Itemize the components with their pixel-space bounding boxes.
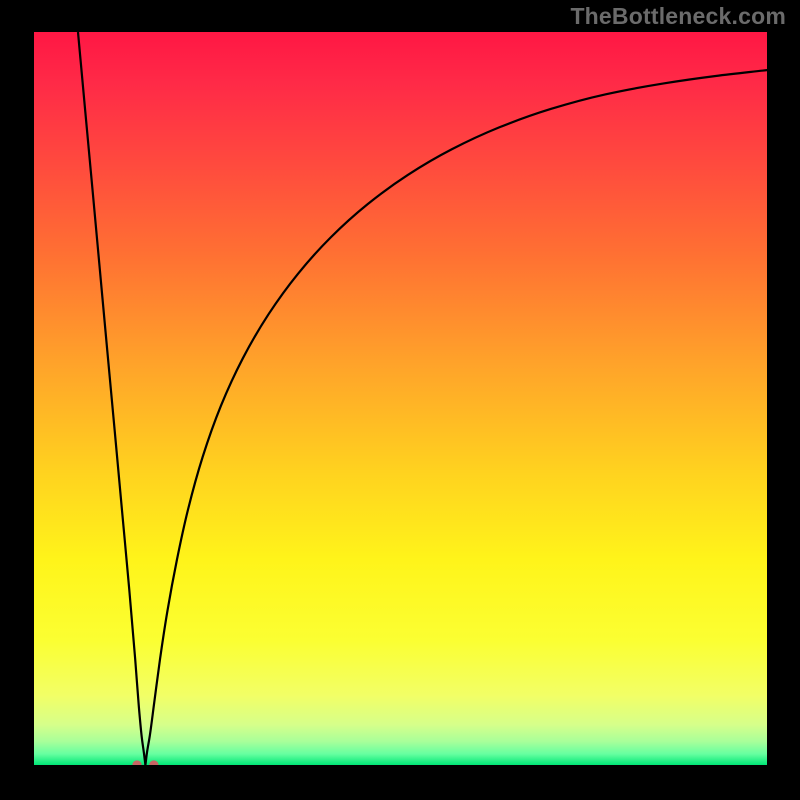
figure-root: TheBottleneck.com [0,0,800,800]
gradient-background [34,32,767,765]
watermark-text: TheBottleneck.com [570,3,786,30]
bottleneck-plot [34,32,767,765]
